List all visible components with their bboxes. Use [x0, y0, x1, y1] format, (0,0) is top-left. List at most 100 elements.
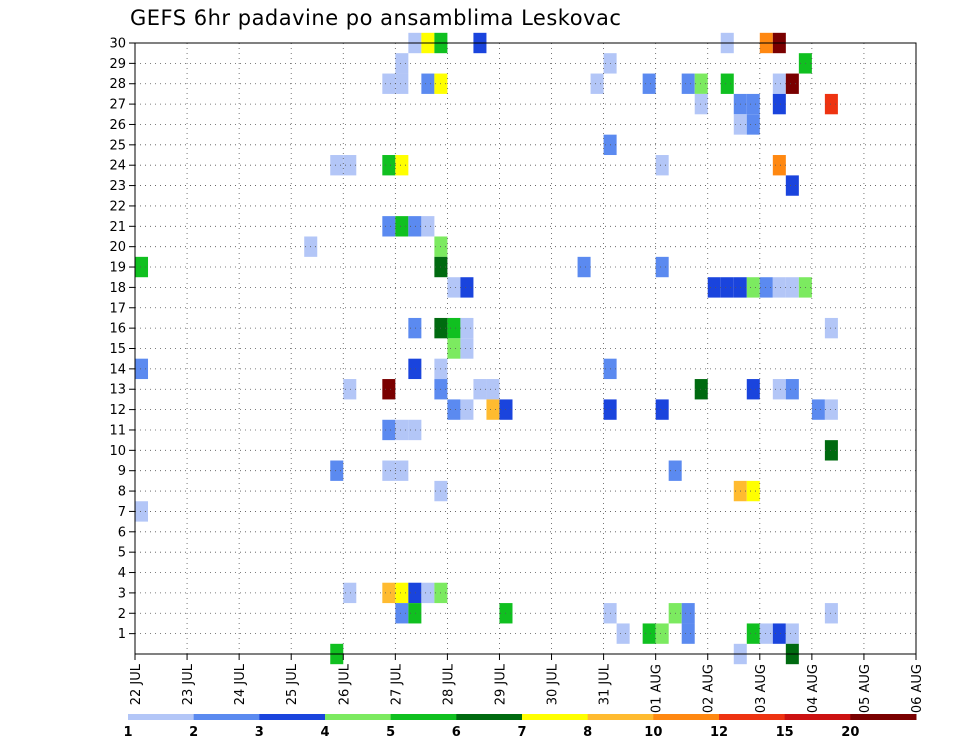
data-cell [694, 73, 708, 94]
legend-color-swatch [784, 714, 851, 720]
data-cell [421, 582, 435, 604]
data-cell [772, 155, 786, 176]
data-cell [135, 501, 149, 522]
y-tick-label: 27 [109, 98, 126, 113]
x-tick-label: 29 JUL [493, 663, 508, 705]
x-tick-label: 28 JUL [441, 663, 456, 705]
data-cell [772, 277, 786, 298]
legend-label: 20 [841, 725, 859, 740]
data-cell [330, 155, 344, 176]
data-cell [408, 582, 422, 604]
data-cell [421, 73, 435, 94]
data-cell [473, 379, 487, 400]
x-tick-label: 30 JUL [546, 663, 561, 705]
data-cell [460, 277, 474, 298]
legend-label: 8 [583, 725, 592, 740]
data-cell [824, 317, 838, 339]
y-tick-label: 8 [118, 485, 126, 500]
data-cell [382, 419, 396, 441]
legend-label: 1 [123, 725, 132, 740]
y-tick-label: 20 [109, 240, 126, 255]
y-tick-label: 23 [109, 179, 126, 194]
data-cell [772, 379, 786, 400]
x-tick-label: 26 JUL [337, 663, 352, 705]
data-cell [343, 582, 357, 604]
data-cell [395, 419, 409, 441]
legend-label: 4 [320, 725, 329, 740]
data-cell [785, 73, 799, 94]
data-cell [824, 440, 838, 461]
y-tick-label: 15 [109, 342, 126, 357]
y-tick-label: 14 [109, 362, 126, 377]
legend-color-swatch [390, 714, 457, 720]
data-cell [408, 317, 422, 339]
data-cell [720, 73, 734, 94]
data-cell [824, 93, 838, 115]
data-cell [135, 358, 149, 380]
data-cell [746, 480, 760, 502]
x-tick-label: 27 JUL [389, 663, 404, 705]
legend-color-swatch [193, 714, 260, 720]
y-tick-label: 26 [109, 118, 126, 133]
y-tick-label: 21 [109, 220, 126, 235]
data-cell [382, 460, 396, 481]
y-tick-label: 2 [118, 607, 126, 622]
legend-label: 5 [386, 725, 395, 740]
data-cell [395, 603, 409, 624]
legend-color-swatch [325, 714, 392, 720]
data-cell [447, 317, 461, 339]
y-tick-label: 6 [118, 525, 126, 540]
legend-color-swatch [587, 714, 654, 720]
y-tick-label: 11 [109, 423, 126, 438]
x-tick-label: 25 JUL [285, 663, 300, 705]
data-cell [135, 256, 149, 278]
data-cell [746, 93, 760, 115]
data-cell [382, 73, 396, 94]
data-cell [824, 399, 838, 420]
data-cell [447, 277, 461, 298]
data-cell [343, 155, 357, 176]
data-cell [577, 256, 591, 278]
y-tick-label: 29 [109, 57, 126, 72]
data-cell [772, 93, 786, 115]
data-cell [681, 73, 695, 94]
data-cell [707, 277, 721, 298]
y-tick-label: 1 [118, 627, 126, 642]
x-tick-label: 31 JUL [598, 663, 613, 705]
x-tick-label: 23 JUL [181, 663, 196, 705]
data-cell [785, 379, 799, 400]
data-cell [421, 216, 435, 237]
y-tick-label: 17 [109, 301, 126, 316]
data-cell [382, 155, 396, 176]
data-cell [759, 623, 773, 644]
data-cell [746, 114, 760, 135]
legend-label: 2 [189, 725, 198, 740]
legend-label: 15 [776, 725, 794, 740]
y-tick-label: 28 [109, 77, 126, 92]
data-cell [746, 379, 760, 400]
y-tick-label: 7 [118, 505, 126, 520]
data-cell [330, 460, 344, 481]
data-cell [395, 155, 409, 176]
y-tick-label: 4 [118, 566, 126, 581]
legend-label: 12 [710, 725, 728, 740]
y-tick-label: 25 [109, 138, 126, 153]
data-cell [382, 582, 396, 604]
y-tick-label: 10 [109, 444, 126, 459]
data-cell [694, 93, 708, 115]
y-tick-label: 22 [109, 199, 126, 214]
data-cell [746, 277, 760, 298]
data-cell [408, 419, 422, 441]
data-cell [395, 582, 409, 604]
chart-title: GEFS 6hr padavine po ansamblima Leskovac [130, 6, 622, 30]
legend-label: 10 [644, 725, 662, 740]
legend-label: 6 [452, 725, 461, 740]
y-tick-label: 12 [109, 403, 126, 418]
data-cell [746, 623, 760, 644]
x-tick-label: 04 AUG [806, 664, 821, 713]
data-cell [343, 379, 357, 400]
data-cell [824, 603, 838, 624]
y-tick-label: 9 [118, 464, 126, 479]
data-cell [460, 338, 474, 359]
x-tick-label: 03 AUG [754, 664, 769, 713]
